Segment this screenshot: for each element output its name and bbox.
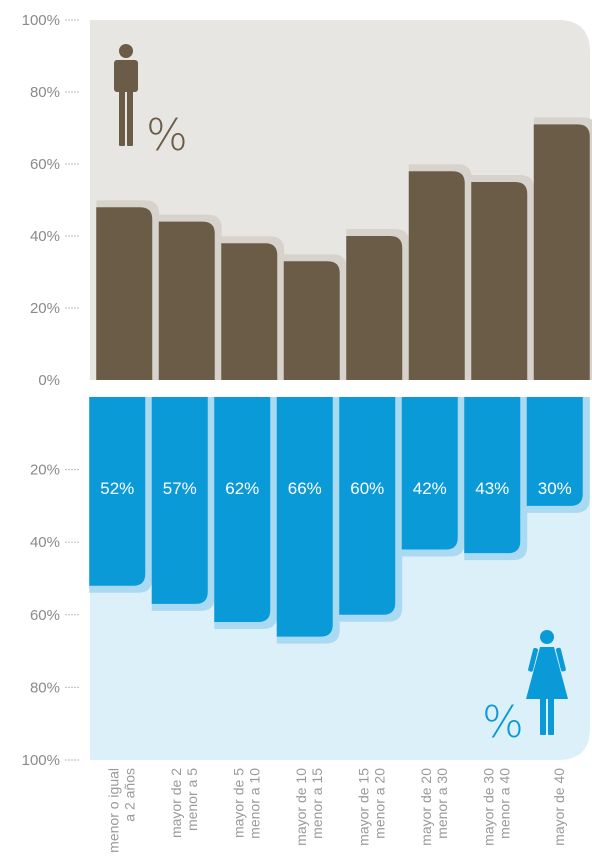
category-labels: menor o igual a 2 años mayor de 2 menor a 5…	[105, 768, 567, 853]
women-value-label: 52%	[100, 479, 134, 498]
men-bar	[283, 261, 340, 380]
category-label: mayor de 15 menor a 20	[355, 768, 387, 846]
category-label-line: mayor de 5	[230, 768, 246, 838]
women-bar	[214, 397, 271, 623]
men-axis-tick-label: 100%	[22, 12, 60, 29]
women-value-label: 57%	[163, 479, 197, 498]
woman-icon	[526, 630, 568, 735]
women-bar	[339, 397, 396, 615]
man-icon	[114, 44, 138, 146]
women-bar	[401, 397, 458, 550]
category-label: mayor de 10 menor a 15	[293, 768, 325, 846]
category-label-line: mayor de 40	[551, 768, 567, 846]
women-value-label: 43%	[475, 479, 509, 498]
category-label: mayor de 2 menor a 5	[168, 768, 200, 838]
men-bar	[346, 236, 403, 380]
women-value-label: 30%	[538, 479, 572, 498]
women-bar	[151, 397, 208, 604]
men-axis-tick-label: 0%	[38, 372, 60, 389]
category-label-line: mayor de 20	[418, 768, 434, 846]
category-label-line: menor a 20	[371, 768, 387, 839]
women-axis-tick-label: 60%	[30, 607, 60, 624]
category-label: mayor de 5 menor a 10	[230, 768, 262, 839]
men-bar	[96, 207, 153, 380]
category-label: mayor de 30 menor a 40	[480, 768, 512, 846]
women-axis-tick-label: 40%	[30, 534, 60, 551]
category-label-line: mayor de 15	[355, 768, 371, 846]
men-bar	[221, 243, 278, 380]
category-label-line: a 2 años	[121, 768, 137, 822]
women-bar	[276, 397, 333, 637]
men-axis-tick-label: 60%	[30, 156, 60, 173]
category-label: menor o igual a 2 años	[105, 768, 137, 853]
women-value-label: 66%	[288, 479, 322, 498]
women-axis-tick-label: 100%	[22, 752, 60, 769]
men-bar	[158, 221, 215, 380]
men-percent-symbol: %	[146, 110, 188, 161]
women-axis-tick-label: 20%	[30, 462, 60, 479]
category-label-line: menor a 40	[496, 768, 512, 839]
women-bar	[526, 397, 583, 506]
category-label-line: menor a 15	[309, 768, 325, 839]
men-axis-tick-label: 40%	[30, 228, 60, 245]
category-label-line: menor a 30	[434, 768, 450, 839]
women-value-label: 60%	[350, 479, 384, 498]
category-label: mayor de 20 menor a 30	[418, 768, 450, 846]
category-label-line: mayor de 2	[168, 768, 184, 838]
axis-ticks: 100% 80% 60% 40% 20% 0% 20% 40% 60% 80% 100%	[22, 12, 80, 769]
bars-group: 52% 57% 62% 66% 60% 42% 43% 30%	[89, 117, 592, 644]
women-percent-symbol: %	[482, 697, 524, 748]
men-axis-tick-label: 80%	[30, 84, 60, 101]
men-axis-tick-label: 20%	[30, 300, 60, 317]
women-value-label: 62%	[225, 479, 259, 498]
women-value-label: 42%	[413, 479, 447, 498]
category-label-line: mayor de 30	[480, 768, 496, 846]
men-bar	[408, 171, 465, 380]
category-label: mayor de 40	[551, 768, 567, 846]
category-label-line: mayor de 10	[293, 768, 309, 846]
men-bar	[471, 182, 528, 380]
category-label-line: menor a 5	[184, 768, 200, 831]
women-axis-tick-label: 80%	[30, 679, 60, 696]
men-bar	[533, 124, 590, 381]
women-bar	[89, 397, 146, 586]
women-bar	[464, 397, 521, 554]
category-label-line: menor a 10	[246, 768, 262, 839]
category-label-line: menor o igual	[105, 768, 121, 853]
